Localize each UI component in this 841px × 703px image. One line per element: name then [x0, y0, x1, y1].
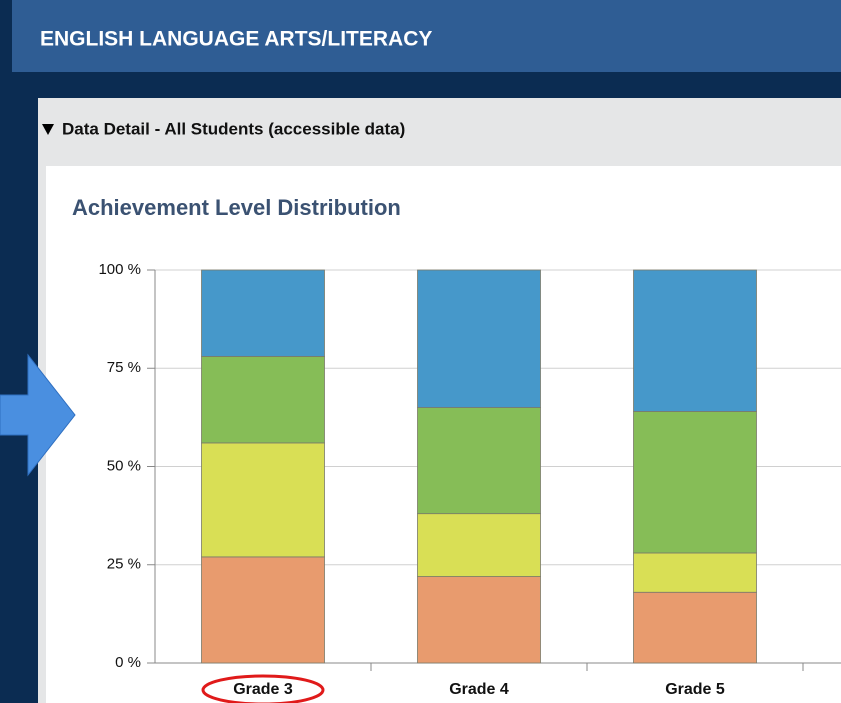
bar-segment	[417, 269, 541, 408]
section-title[interactable]: Data Detail - All Students (accessible d…	[62, 119, 405, 138]
bar-segment	[201, 356, 325, 444]
chart-title: Achievement Level Distribution	[72, 195, 401, 220]
bar-segment	[201, 442, 325, 558]
plot: 0 % 25 % 50 % 75 % 100 % Grade 3 Grade 4 Grade …	[98, 261, 841, 703]
highlight-ring	[201, 674, 325, 703]
header-bar	[12, 0, 841, 72]
bar-segment	[633, 591, 757, 664]
y-tick-label: 75 %	[107, 359, 141, 376]
y-tick-label: 0 %	[115, 654, 141, 671]
pointer-arrow	[0, 353, 76, 477]
bar-segment	[633, 552, 757, 593]
x-tick-label: Grade 3	[233, 681, 293, 698]
y-tick-label: 50 %	[107, 457, 141, 474]
bar-segment	[417, 513, 541, 577]
header-title: ENGLISH LANGUAGE ARTS/LITERACY	[40, 28, 432, 51]
bar-segment	[417, 407, 541, 515]
bar-segment	[417, 576, 541, 664]
bar-segment	[633, 411, 757, 554]
collapse-arrow[interactable]	[42, 124, 54, 135]
x-tick-label: Grade 5	[665, 681, 725, 698]
bar-segment	[201, 269, 325, 357]
x-tick-label: Grade 4	[449, 681, 509, 698]
y-tick-label: 25 %	[107, 556, 141, 573]
bar-segment	[633, 269, 757, 412]
bar-segment	[201, 556, 325, 664]
y-tick-label: 100 %	[98, 261, 141, 278]
